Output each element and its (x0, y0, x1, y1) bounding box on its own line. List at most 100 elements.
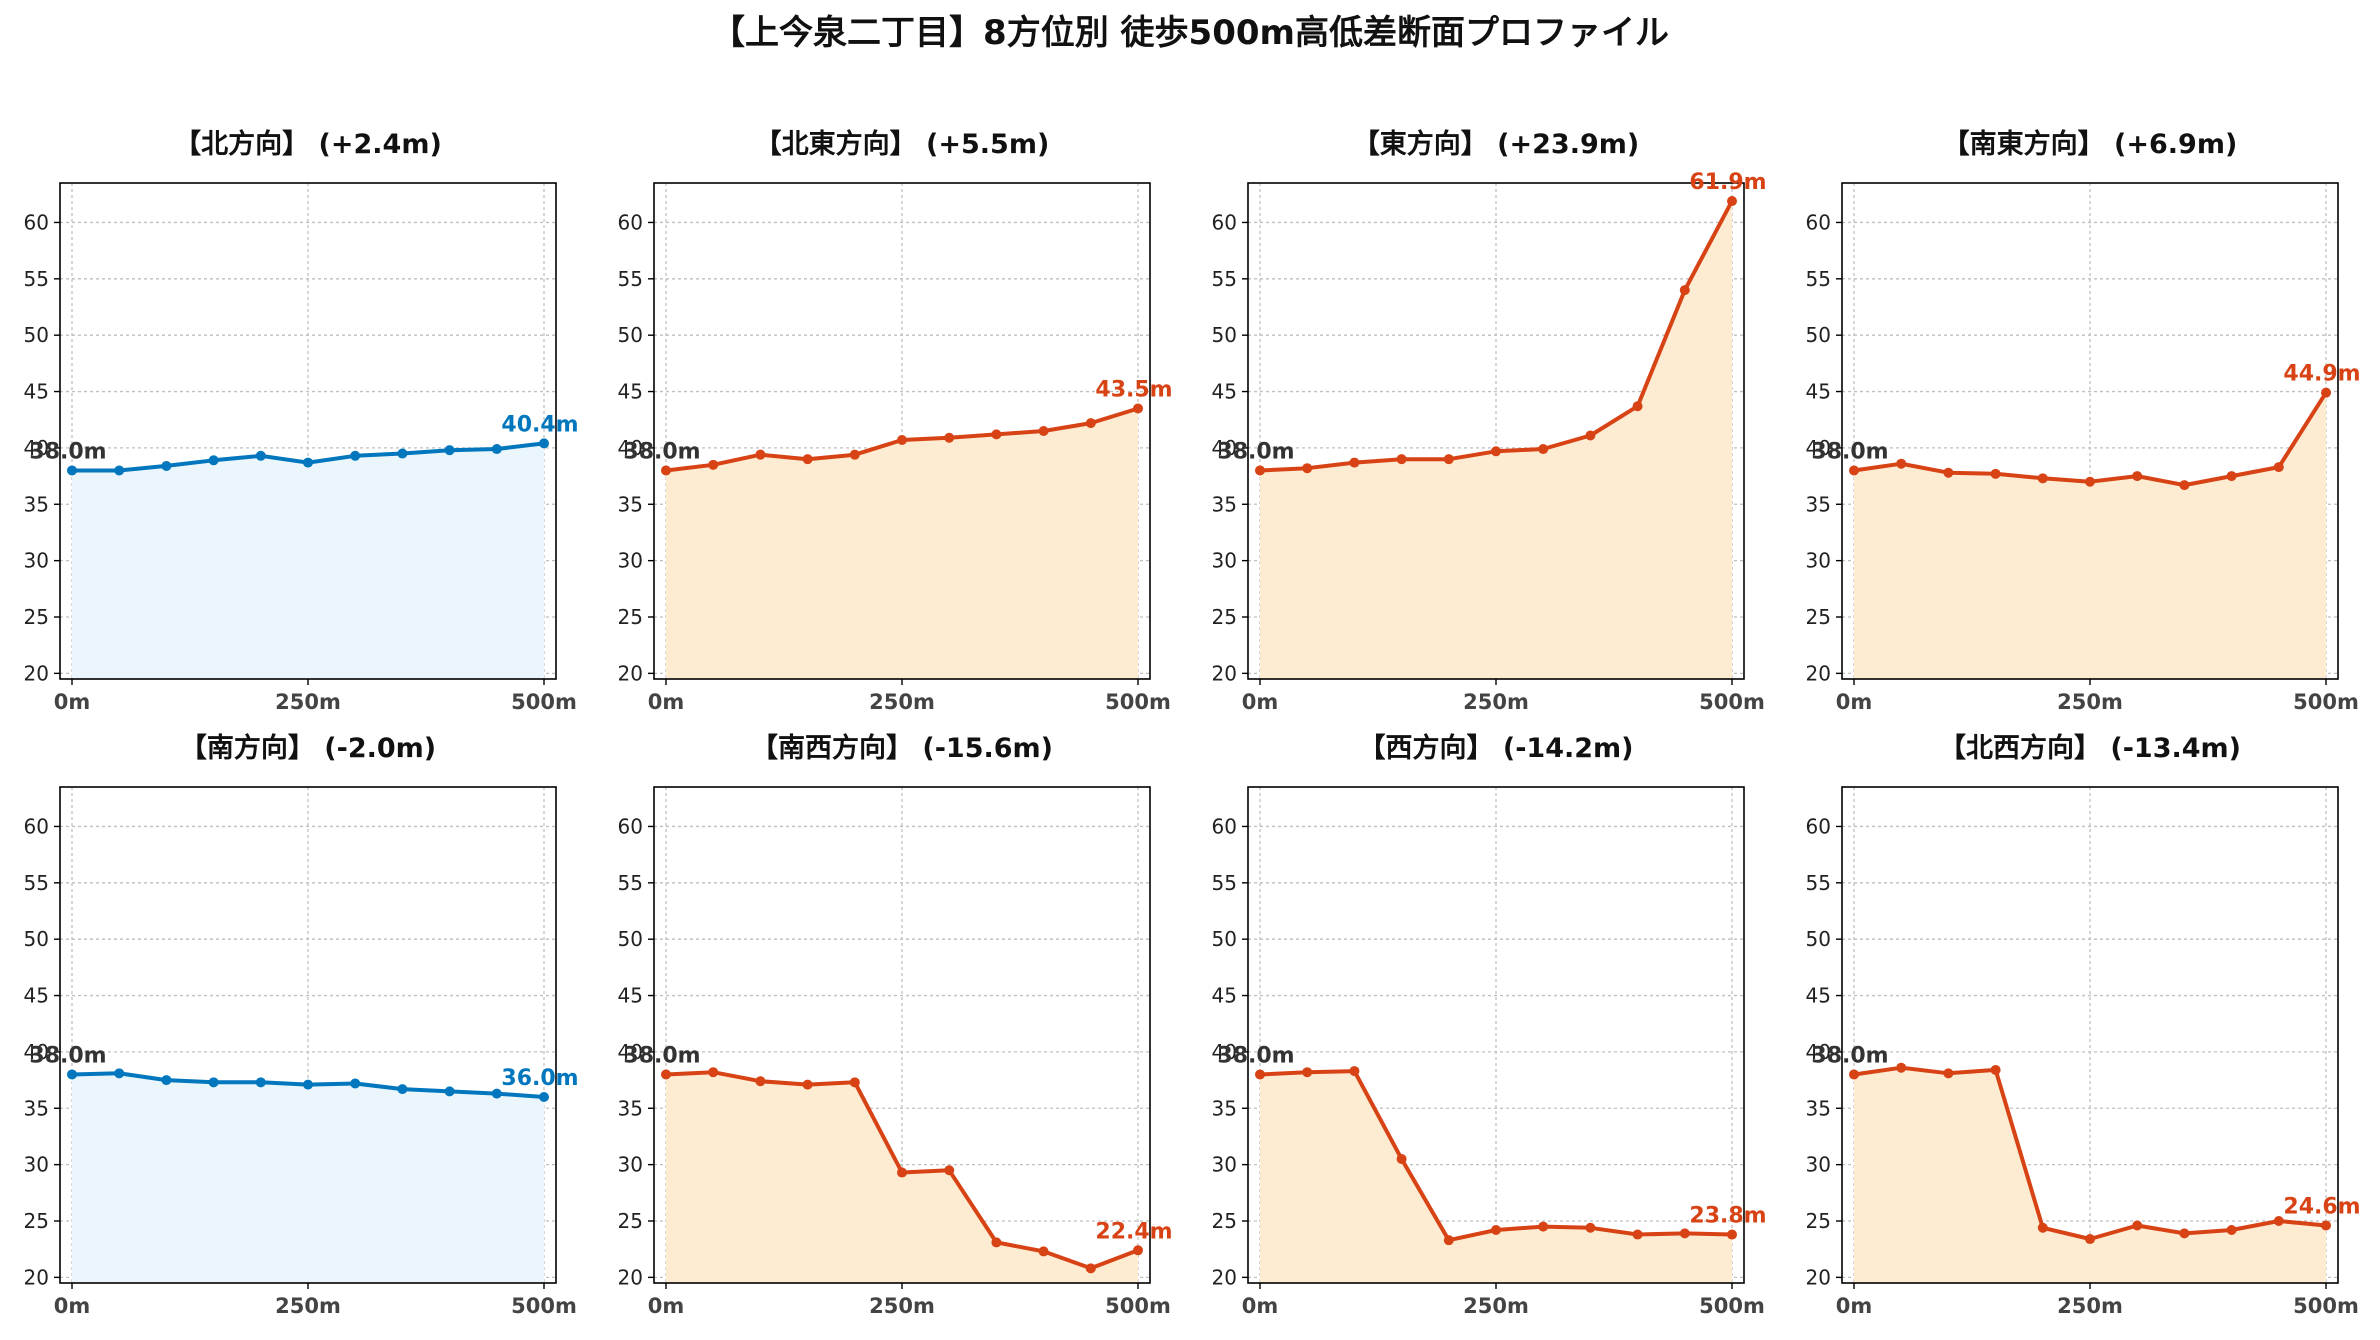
data-point (1990, 1064, 2001, 1075)
y-tick-label: 25 (24, 1209, 49, 1233)
y-tick-label: 20 (618, 661, 643, 685)
data-point (161, 460, 172, 471)
end-elevation-label: 61.9m (1689, 170, 1766, 195)
y-tick-label: 55 (1212, 871, 1237, 895)
data-point (2179, 1228, 2190, 1239)
start-elevation-label: 38.0m (1811, 439, 1888, 464)
data-point (1133, 403, 1143, 414)
y-tick-label: 50 (1806, 927, 1831, 951)
data-point (1679, 285, 1690, 296)
y-tick-label: 55 (24, 267, 49, 291)
data-point (991, 429, 1002, 440)
x-tick-label: 500m (511, 1294, 577, 1318)
y-tick-label: 30 (618, 1153, 643, 1177)
data-point (1727, 196, 1737, 207)
start-elevation-label: 38.0m (623, 439, 700, 464)
x-tick-label: 0m (648, 690, 685, 714)
data-point (1538, 444, 1549, 455)
data-point (802, 1079, 813, 1090)
data-point (2132, 1220, 2143, 1231)
start-elevation-label: 38.0m (1811, 1043, 1888, 1068)
x-tick-label: 250m (1463, 690, 1529, 714)
data-point (1085, 1263, 1096, 1274)
y-tick-label: 55 (618, 267, 643, 291)
panel-title: 【南西方向】 (-15.6m) (751, 732, 1053, 764)
data-point (1632, 1229, 1643, 1240)
data-point (2273, 462, 2284, 473)
data-point (1038, 1246, 1049, 1257)
panel-title: 【南方向】 (-2.0m) (180, 732, 436, 764)
data-point (2085, 476, 2095, 487)
data-point (255, 1077, 266, 1088)
y-tick-label: 45 (1806, 380, 1831, 404)
y-tick-label: 35 (1806, 1096, 1831, 1120)
y-tick-label: 50 (24, 323, 49, 347)
y-tick-label: 20 (24, 661, 49, 685)
data-point (2226, 471, 2237, 482)
plot-frame (1247, 786, 1745, 1284)
elevation-area (1260, 201, 1732, 679)
x-tick-label: 250m (2057, 1294, 2123, 1318)
x-tick-label: 250m (275, 690, 341, 714)
data-point (2085, 1234, 2095, 1245)
data-point (661, 1069, 671, 1080)
data-point (1255, 465, 1265, 476)
data-point (802, 454, 813, 465)
elevation-area (1260, 1071, 1732, 1283)
y-tick-label: 20 (1212, 661, 1237, 685)
data-point (1302, 463, 1313, 474)
x-tick-label: 250m (275, 1294, 341, 1318)
data-point (2273, 1216, 2284, 1226)
y-tick-label: 35 (1212, 1096, 1237, 1120)
data-point (1679, 1228, 1690, 1239)
data-point (944, 432, 955, 443)
y-tick-label: 40 (1212, 436, 1237, 460)
data-point (1849, 1069, 1859, 1080)
end-elevation-label: 24.6m (2283, 1195, 2360, 1220)
y-tick-label: 35 (1806, 492, 1831, 516)
y-tick-label: 35 (1212, 492, 1237, 516)
panel-title: 【北西方向】 (-13.4m) (1939, 732, 2241, 764)
y-tick-label: 45 (24, 380, 49, 404)
y-tick-label: 40 (24, 436, 49, 460)
x-tick-label: 500m (2293, 690, 2359, 714)
end-elevation-label: 22.4m (1095, 1219, 1172, 1244)
elevation-area (72, 443, 544, 679)
elevation-area (666, 1072, 1138, 1283)
data-point (944, 1165, 955, 1176)
panel-title: 【南東方向】 (+6.9m) (1943, 128, 2238, 160)
data-point (397, 1084, 408, 1095)
y-tick-label: 45 (618, 984, 643, 1008)
data-point (491, 1088, 502, 1099)
y-tick-label: 55 (1212, 267, 1237, 291)
elevation-area (1854, 392, 2326, 679)
data-point (1990, 468, 2001, 479)
data-point (444, 445, 455, 456)
data-point (2321, 387, 2331, 398)
y-tick-label: 30 (618, 549, 643, 573)
y-tick-label: 40 (618, 436, 643, 460)
y-tick-label: 50 (1806, 323, 1831, 347)
x-tick-label: 0m (1836, 690, 1873, 714)
data-point (1396, 1154, 1407, 1164)
data-point (1585, 430, 1596, 441)
end-elevation-label: 44.9m (2283, 362, 2360, 387)
data-point (1896, 458, 1907, 469)
y-tick-label: 60 (1212, 210, 1237, 234)
data-point (397, 448, 408, 459)
y-tick-label: 40 (1212, 1040, 1237, 1064)
y-tick-label: 55 (618, 871, 643, 895)
data-point (1349, 457, 1360, 468)
plot-frame (1841, 786, 2339, 1284)
y-tick-label: 40 (24, 1040, 49, 1064)
data-point (208, 1077, 219, 1088)
y-tick-label: 25 (1806, 1209, 1831, 1233)
data-point (1896, 1062, 1907, 1073)
elevation-area (666, 408, 1138, 679)
y-tick-label: 45 (24, 984, 49, 1008)
y-tick-label: 60 (24, 814, 49, 838)
data-point (1443, 454, 1454, 465)
y-tick-label: 50 (1212, 323, 1237, 347)
end-elevation-label: 40.4m (501, 412, 578, 437)
x-tick-label: 0m (1242, 1294, 1279, 1318)
